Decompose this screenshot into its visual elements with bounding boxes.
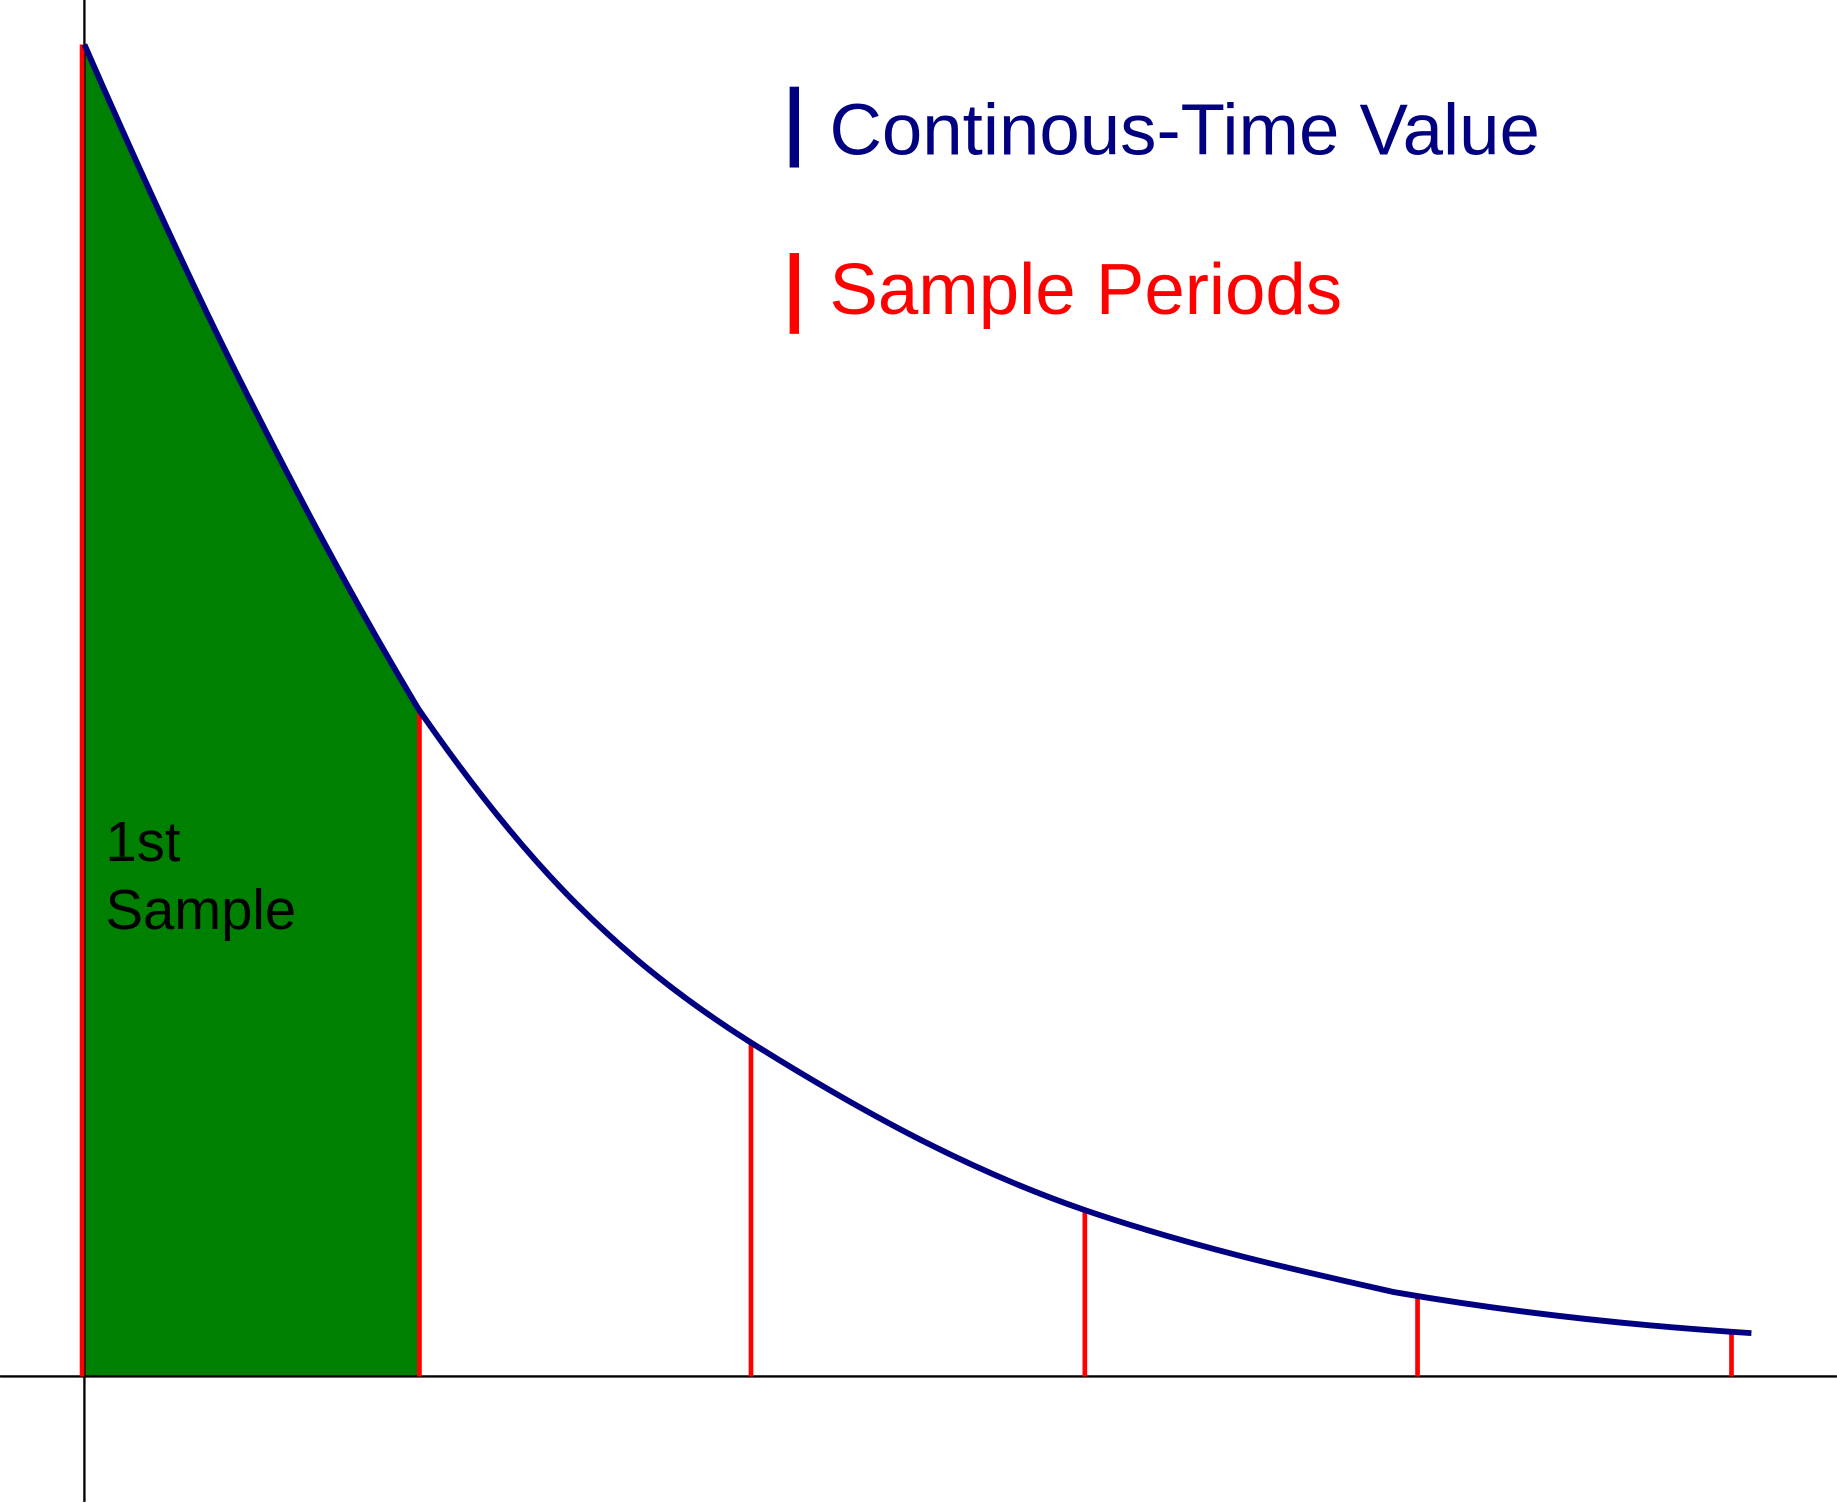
legend-label: Sample Periods <box>829 249 1342 330</box>
legend: Continous-Time Value Sample Periods <box>789 86 1540 334</box>
sample-periods <box>79 44 1734 1377</box>
legend-swatch <box>789 86 800 168</box>
annotation: Sample <box>105 878 296 941</box>
annotation: 1st <box>105 810 180 873</box>
first-sample-area <box>84 44 419 1377</box>
continuous-curve <box>81 43 1752 1337</box>
legend-swatch <box>789 253 800 334</box>
legend-label: Continous-Time Value <box>829 90 1539 171</box>
